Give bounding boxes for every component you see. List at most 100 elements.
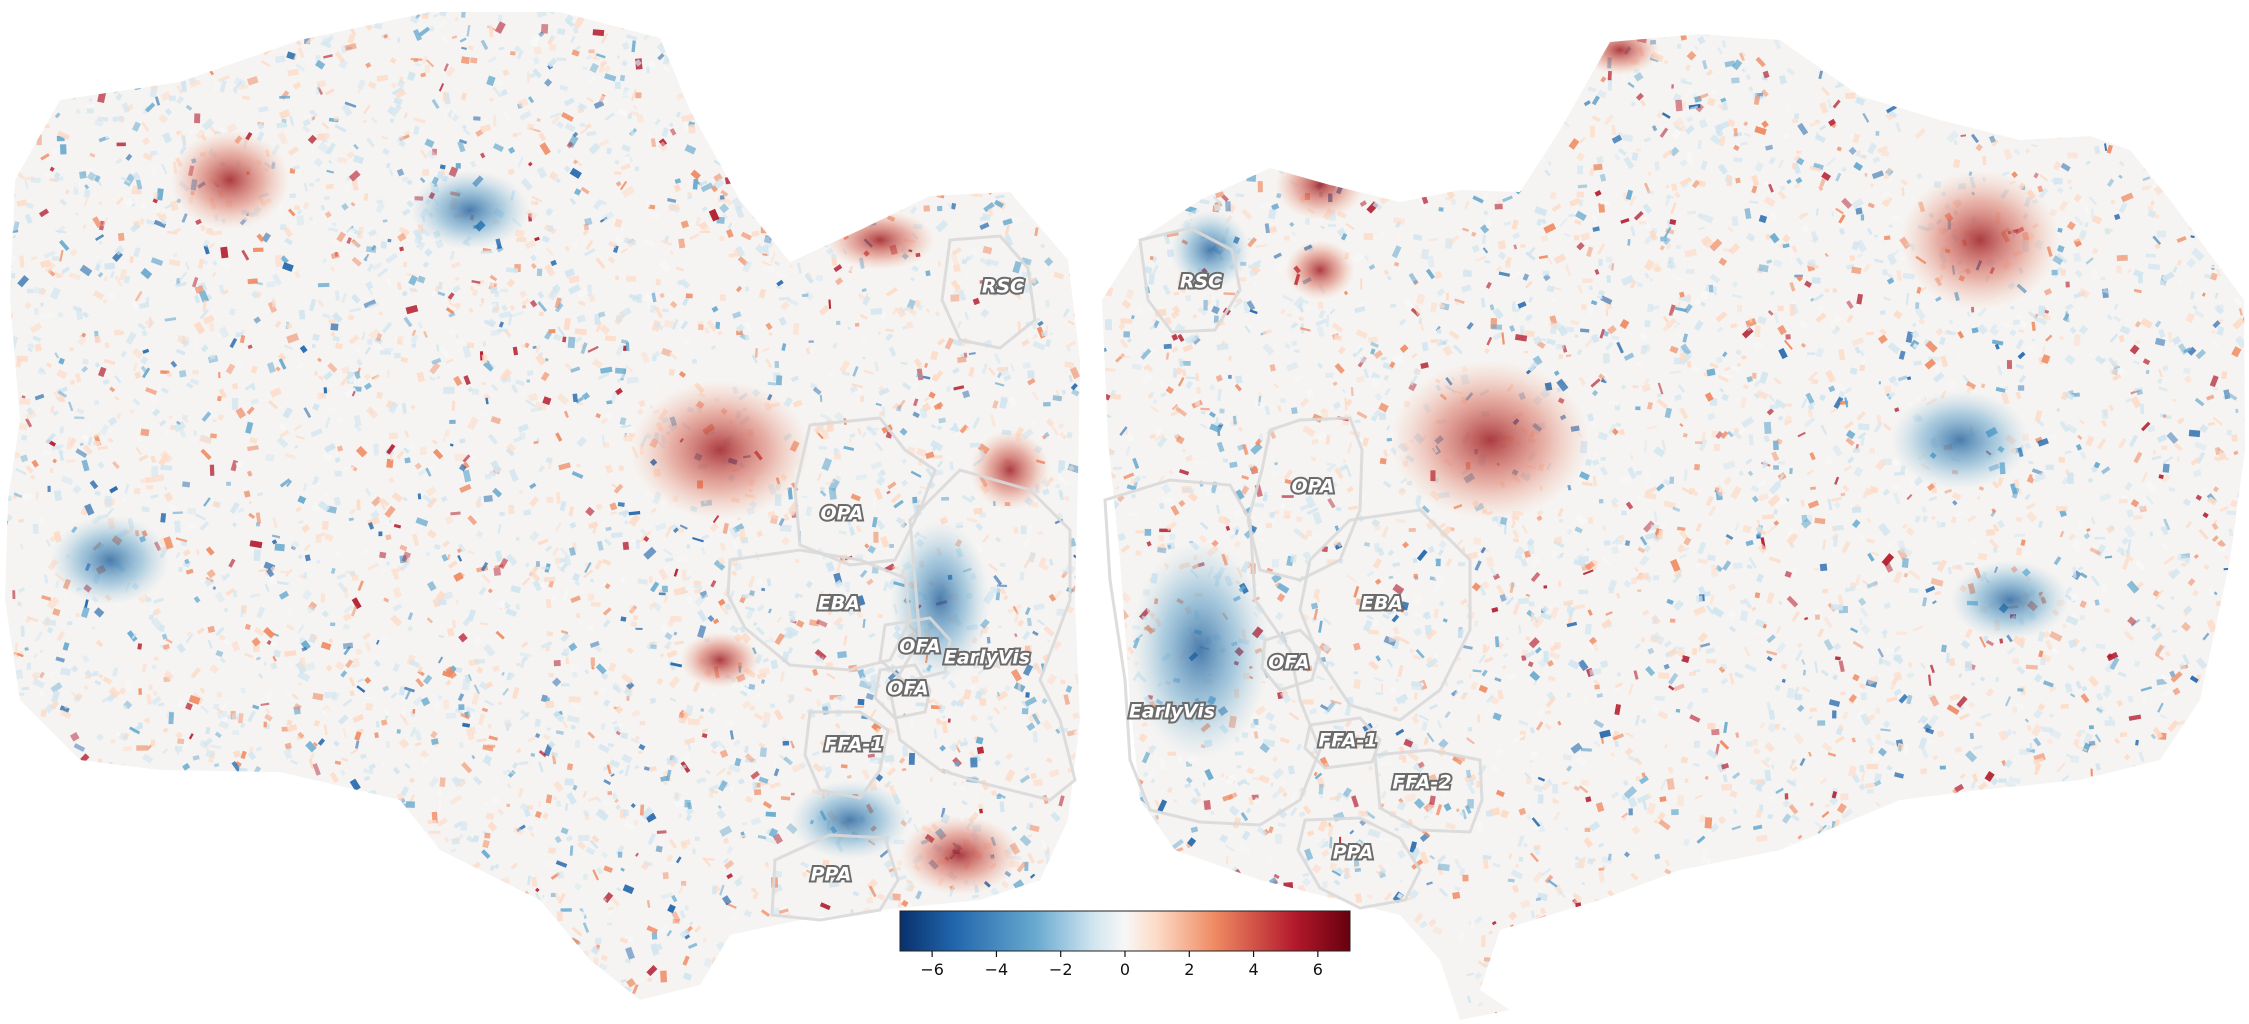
activation-patch <box>692 537 704 543</box>
activation-patch <box>286 2 298 10</box>
activation-patch <box>442 436 446 442</box>
activation-patch <box>806 71 815 79</box>
activation-patch <box>1027 26 1038 36</box>
activation-patch <box>121 12 129 17</box>
activation-patch <box>29 95 38 104</box>
activation-patch <box>16 132 24 144</box>
activation-patch <box>840 150 846 158</box>
activation-patch <box>511 384 518 394</box>
activation-patch <box>876 985 889 998</box>
activation-patch <box>334 51 346 64</box>
activation-patch <box>606 904 617 917</box>
activation-patch <box>1028 993 1035 1000</box>
activation-patch <box>75 900 81 907</box>
activation-patch <box>428 934 434 941</box>
activation-patch <box>996 366 1009 372</box>
activation-patch <box>892 306 898 316</box>
activation-patch <box>220 246 229 259</box>
activation-patch <box>564 778 575 786</box>
activation-patch <box>996 95 1002 102</box>
activation-patch <box>257 841 262 846</box>
activation-patch <box>831 159 839 168</box>
activation-patch <box>52 825 60 833</box>
activation-patch <box>367 562 380 571</box>
activation-patch <box>176 95 185 105</box>
activation-patch <box>1042 993 1051 1000</box>
activation-patch <box>550 892 556 898</box>
activation-patch <box>68 747 76 753</box>
activation-patch <box>356 685 366 693</box>
activation-patch <box>44 924 54 935</box>
activation-patch <box>341 12 353 22</box>
activation-patch <box>818 446 828 450</box>
activation-patch <box>315 976 327 984</box>
activation-patch <box>922 59 933 70</box>
activation-patch <box>69 347 74 352</box>
activation-patch <box>5 63 12 71</box>
activation-patch <box>706 973 716 981</box>
activation-patch <box>194 340 198 351</box>
activation-patch <box>52 802 60 815</box>
activation-patch <box>5 879 9 889</box>
activation-patch <box>849 46 855 53</box>
activation-patch <box>294 205 301 211</box>
activation-patch <box>1032 983 1041 992</box>
activation-patch <box>553 1002 559 1009</box>
activation-patch <box>1036 99 1046 107</box>
activation-patch <box>228 37 235 45</box>
activation-patch <box>92 975 99 982</box>
activation-patch <box>1008 94 1020 106</box>
activation-patch <box>556 57 567 61</box>
activation-patch <box>684 905 690 911</box>
activation-patch <box>961 147 972 157</box>
activation-patch <box>1061 986 1074 997</box>
activation-patch <box>801 126 806 137</box>
activation-patch <box>34 307 39 316</box>
activation-patch <box>615 12 624 16</box>
activation-patch <box>505 447 515 457</box>
activation-patch <box>384 902 392 910</box>
activation-patch <box>941 127 949 135</box>
activation-patch <box>102 917 110 924</box>
activation-patch <box>379 350 392 355</box>
activation-patch <box>634 166 640 172</box>
activation-patch <box>939 744 946 752</box>
activation-patch <box>956 42 963 47</box>
activation-patch <box>316 768 329 780</box>
activation-patch <box>363 193 369 201</box>
activation-patch <box>359 879 373 893</box>
activation-patch <box>216 981 222 988</box>
activation-patch <box>67 57 76 67</box>
activation-patch <box>189 0 197 7</box>
activation-patch <box>524 998 530 1000</box>
activation-patch <box>135 1006 140 1017</box>
activation-patch <box>162 810 172 819</box>
activation-patch <box>472 388 480 395</box>
activation-patch <box>501 979 510 989</box>
activation-patch <box>108 881 113 894</box>
activation-patch <box>1065 178 1074 186</box>
activation-patch <box>1013 82 1019 93</box>
activation-patch <box>740 982 748 991</box>
activation-patch <box>328 942 340 950</box>
activation-patch <box>971 140 980 144</box>
activation-patch <box>308 758 315 770</box>
activation-patch <box>833 453 842 460</box>
activation-patch <box>956 356 967 363</box>
activation-patch <box>412 709 416 714</box>
activation-patch <box>784 1 795 9</box>
activation-patch <box>1051 97 1058 102</box>
activation-patch <box>515 929 522 936</box>
activation-patch <box>678 370 687 378</box>
activation-patch <box>343 604 354 614</box>
activation-patch <box>1082 661 1095 668</box>
activation-patch <box>57 396 63 402</box>
activation-patch <box>135 780 142 792</box>
activation-patch <box>426 998 435 1000</box>
activation-patch <box>1026 617 1032 627</box>
activation-patch <box>5 163 8 174</box>
activation-patch <box>346 936 352 945</box>
activation-patch <box>828 487 837 500</box>
activation-patch <box>23 127 36 136</box>
activation-patch <box>538 761 544 773</box>
